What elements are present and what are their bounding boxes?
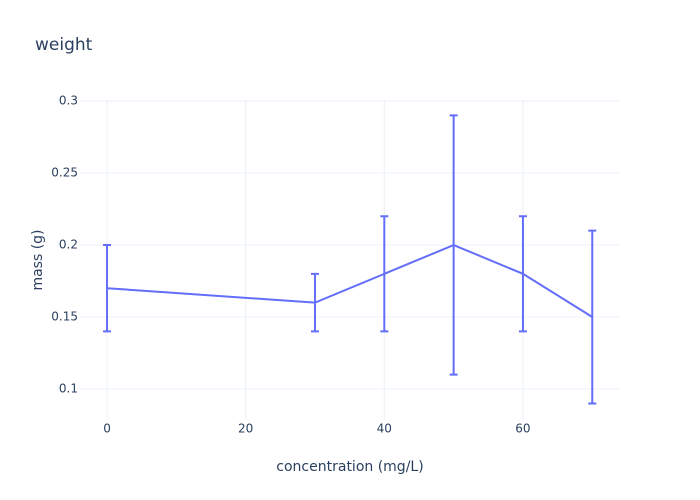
error-bar — [588, 229, 597, 405]
error-bar — [310, 272, 319, 333]
error-bar — [518, 215, 527, 333]
data-line — [106, 243, 593, 318]
x-tick-label: 0 — [103, 422, 111, 436]
y-tick-label: 0.1 — [59, 382, 78, 396]
y-axis-label: mass (g) — [30, 229, 46, 290]
error-bar — [449, 114, 458, 376]
y-tick-label: 0.25 — [51, 166, 78, 180]
chart-title: weight — [35, 35, 93, 55]
x-tick-label: 20 — [238, 422, 253, 436]
x-axis-label: concentration (mg/L) — [276, 459, 423, 475]
y-tick-label: 0.3 — [59, 94, 78, 108]
x-tick-label: 60 — [515, 422, 530, 436]
x-tick-label: 40 — [377, 422, 392, 436]
error-bar — [103, 244, 112, 333]
y-tick-label: 0.15 — [51, 310, 78, 324]
error-bar — [380, 215, 389, 333]
y-tick-label: 0.2 — [59, 238, 78, 252]
